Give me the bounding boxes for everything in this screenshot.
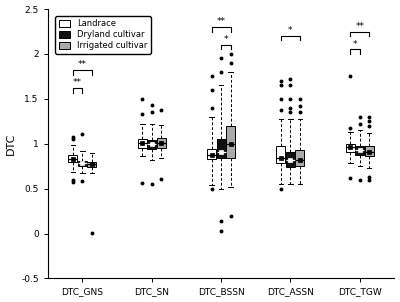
PathPatch shape <box>87 162 96 167</box>
PathPatch shape <box>138 139 147 148</box>
PathPatch shape <box>68 155 78 162</box>
Text: **: ** <box>73 78 82 87</box>
PathPatch shape <box>226 126 235 158</box>
Text: **: ** <box>78 60 87 69</box>
Legend: Landrace, Dryland cultivar, Irrigated cultivar: Landrace, Dryland cultivar, Irrigated cu… <box>55 16 151 54</box>
PathPatch shape <box>78 161 87 166</box>
PathPatch shape <box>276 146 286 163</box>
PathPatch shape <box>207 149 216 159</box>
Text: **: ** <box>355 22 364 31</box>
PathPatch shape <box>286 152 295 167</box>
PathPatch shape <box>295 150 304 166</box>
PathPatch shape <box>355 146 364 156</box>
PathPatch shape <box>147 140 156 149</box>
PathPatch shape <box>346 144 355 152</box>
Text: *: * <box>224 35 228 44</box>
Text: *: * <box>353 40 357 49</box>
Text: **: ** <box>217 17 226 26</box>
PathPatch shape <box>157 138 166 148</box>
Text: *: * <box>288 26 293 35</box>
PathPatch shape <box>365 146 374 156</box>
PathPatch shape <box>216 139 226 158</box>
Y-axis label: DTC: DTC <box>6 133 16 155</box>
